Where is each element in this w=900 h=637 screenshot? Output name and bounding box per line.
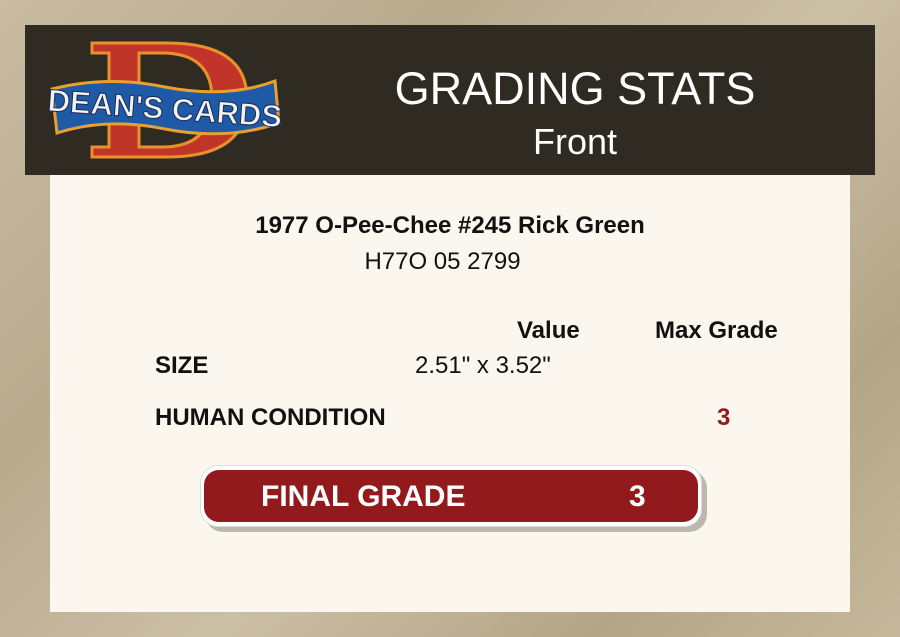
human-condition-max-grade: 3 [717,404,731,431]
final-grade-value: 3 [629,480,646,513]
column-header-value: Value [517,317,580,344]
column-header-max-grade: Max Grade [655,317,778,344]
final-grade-label: FINAL GRADE [261,480,466,513]
deans-cards-logo: DEAN'S CARDS [47,41,282,159]
row-label-size: SIZE [155,352,209,379]
page-subtitle: Front [532,121,618,162]
final-grade-banner: FINAL GRADE 3 [200,465,702,527]
cert-number: H77O 05 2799 [364,248,521,275]
grading-card: 1977 O-Pee-Chee #245 Rick Green H77O 05 … [50,175,850,612]
row-label-human-condition: HUMAN CONDITION [155,404,386,431]
header: DEAN'S CARDS GRADING STATS Front [25,25,875,175]
size-value: 2.51" x 3.52" [415,352,551,379]
card-name: 1977 O-Pee-Chee #245 Rick Green [255,212,645,239]
page-title: GRADING STATS [394,63,756,114]
